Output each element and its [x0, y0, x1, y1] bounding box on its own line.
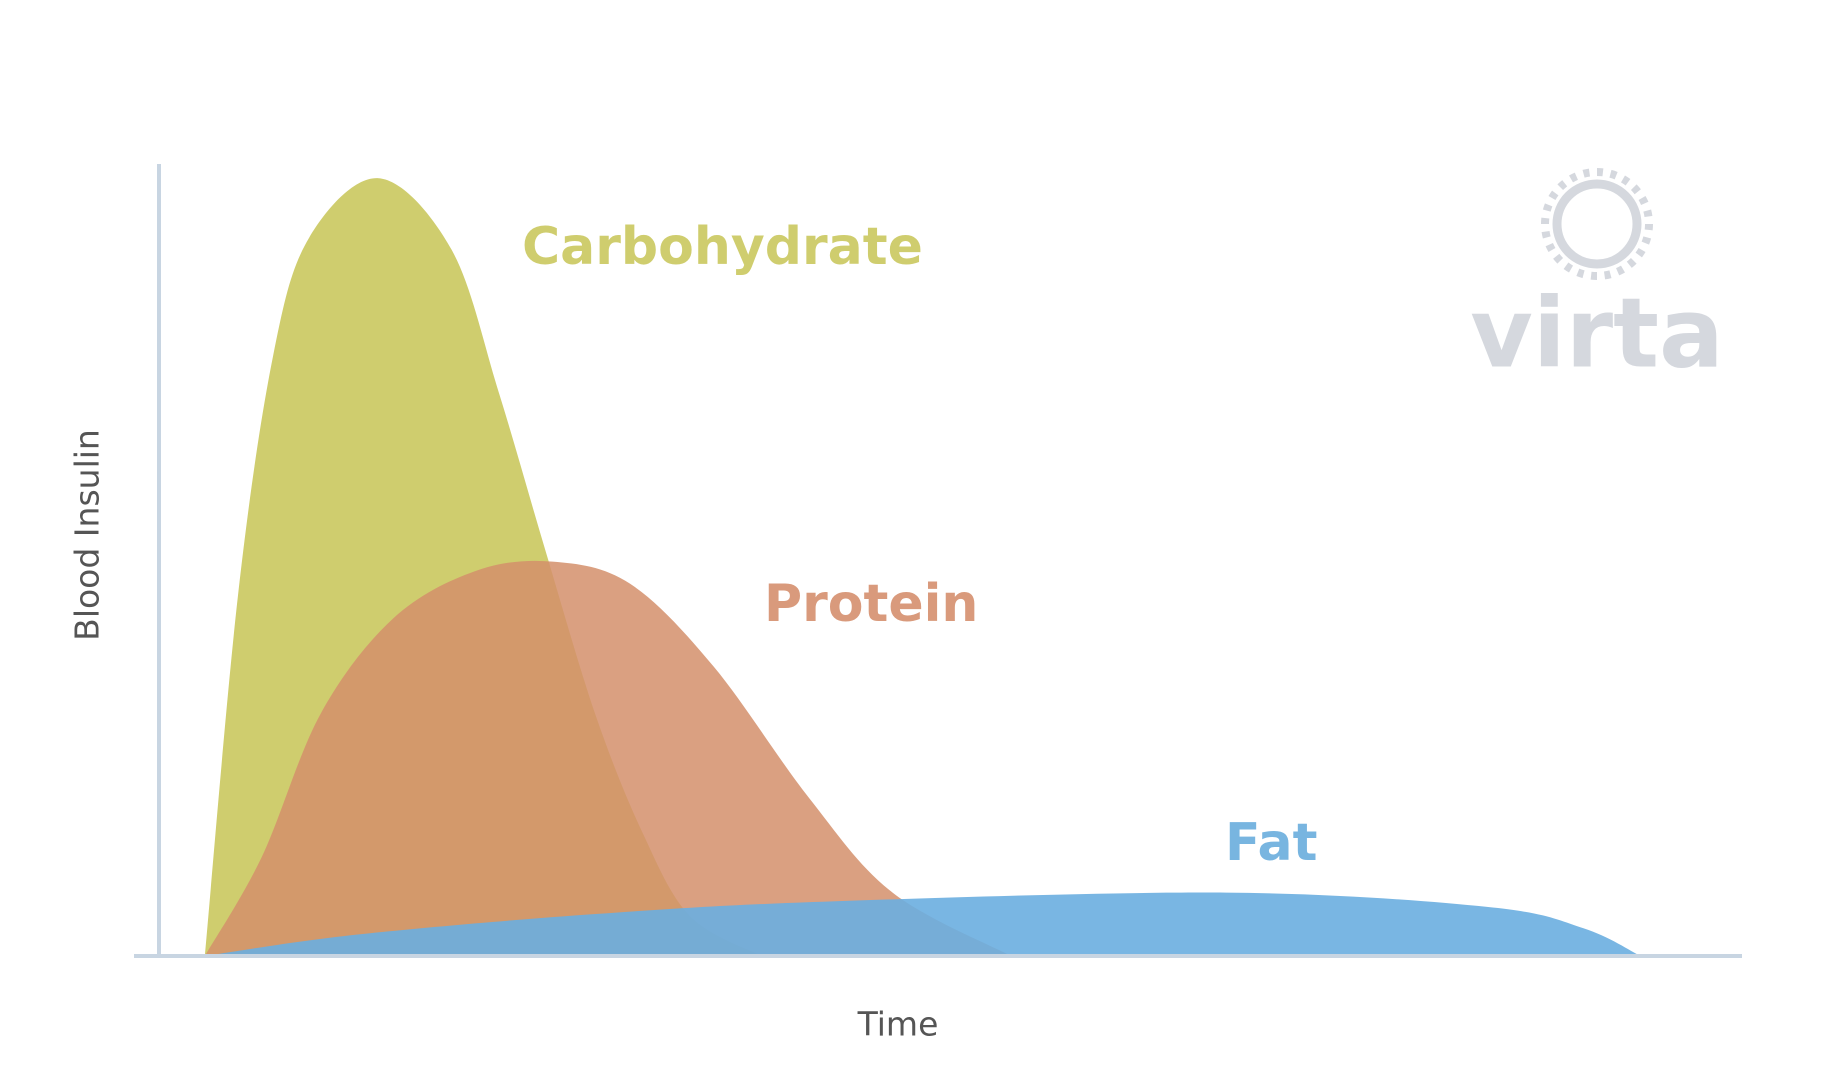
area — [204, 892, 1641, 956]
y-axis-label: Blood Insulin — [68, 429, 107, 641]
logo-text: virta — [1470, 277, 1724, 389]
series-label: Protein — [764, 574, 978, 634]
series-label: Fat — [1225, 813, 1317, 873]
areas — [204, 178, 1641, 957]
series-label: Carbohydrate — [522, 217, 923, 277]
logo-rays — [1541, 168, 1653, 280]
area — [204, 560, 1012, 956]
logo: virta — [1470, 168, 1724, 389]
x-axis-label: Time — [857, 1005, 939, 1044]
logo-sun — [1552, 179, 1642, 269]
